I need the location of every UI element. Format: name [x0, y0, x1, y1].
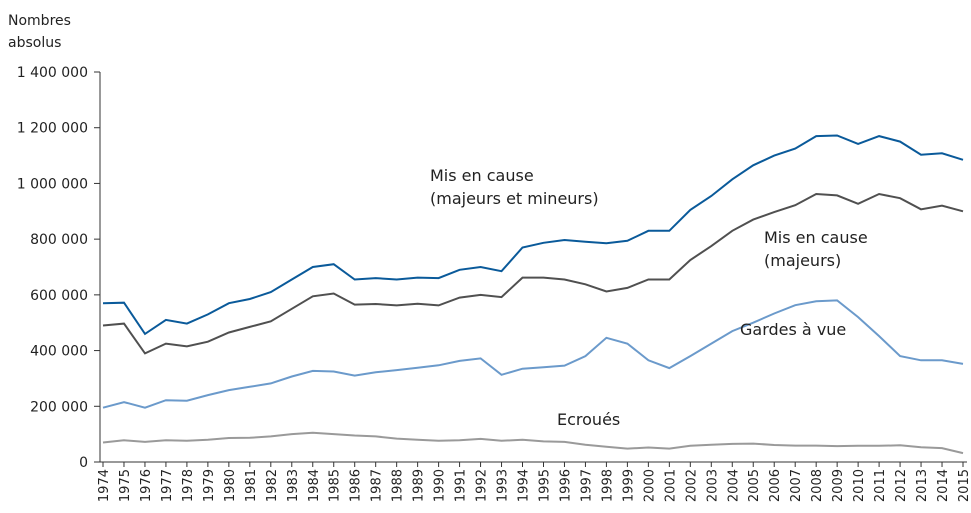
x-tick-label: 1983 — [286, 469, 301, 502]
y-tick-label: 0 — [79, 455, 88, 471]
x-tick-label: 2004 — [726, 469, 741, 502]
y-tick-label: 1 400 000 — [17, 65, 88, 81]
x-tick-label: 1975 — [118, 469, 133, 502]
series-label: Mis en cause — [430, 166, 534, 185]
x-tick-label: 2009 — [831, 469, 846, 502]
x-tick-label: 1998 — [600, 469, 615, 502]
x-tick-label: 1999 — [621, 469, 636, 502]
x-tick-label: 2005 — [747, 469, 762, 502]
x-tick-label: 2011 — [873, 469, 888, 502]
x-tick-label: 2012 — [894, 469, 909, 502]
x-tick-label: 2015 — [957, 469, 971, 502]
x-tick-label: 1989 — [412, 469, 427, 502]
x-tick-label: 1995 — [537, 469, 552, 502]
x-tick-label: 1974 — [97, 469, 112, 502]
x-tick-label: 2000 — [642, 469, 657, 502]
y-tick-label: 400 000 — [30, 344, 88, 360]
x-tick-label: 1980 — [223, 469, 238, 502]
x-tick-label: 1984 — [307, 469, 322, 502]
x-tick-label: 1992 — [475, 469, 490, 502]
x-tick-label: 1990 — [433, 469, 448, 502]
y-axis-title: Nombres — [8, 13, 71, 29]
x-tick-label: 1977 — [160, 469, 175, 502]
x-tick-label: 1997 — [579, 469, 594, 502]
x-tick-label: 2001 — [663, 469, 678, 502]
x-tick-label: 2010 — [852, 469, 867, 502]
series-line — [102, 134, 964, 336]
x-tick-label: 1981 — [244, 469, 259, 502]
x-tick-label: 2002 — [684, 469, 699, 502]
x-tick-label: 2003 — [705, 469, 720, 502]
x-tick-label: 1996 — [558, 469, 573, 502]
y-tick-label: 200 000 — [30, 399, 88, 415]
y-tick-label: 1 200 000 — [17, 121, 88, 137]
x-tick-label: 1982 — [265, 469, 280, 502]
x-tick-label: 2013 — [915, 469, 930, 502]
x-tick-label: 2006 — [768, 469, 783, 502]
series-line — [102, 431, 964, 455]
x-tick-label: 1979 — [202, 469, 217, 502]
y-axis-title: absolus — [8, 35, 61, 51]
x-tick-label: 1978 — [181, 469, 196, 502]
y-tick-label: 800 000 — [30, 232, 88, 248]
y-tick-label: 1 000 000 — [17, 176, 88, 192]
y-tick-label: 600 000 — [30, 288, 88, 304]
x-tick-label: 1988 — [391, 469, 406, 502]
series-line — [102, 299, 964, 409]
series-label: Mis en cause — [764, 228, 868, 247]
series-label: (majeurs) — [764, 251, 841, 270]
series-label: Gardes à vue — [740, 320, 846, 339]
x-tick-label: 1991 — [454, 469, 469, 502]
x-tick-label: 2007 — [789, 469, 804, 502]
x-tick-label: 2008 — [810, 469, 825, 502]
x-tick-label: 1994 — [517, 469, 532, 502]
series-label: Ecroués — [557, 410, 620, 429]
x-tick-label: 1976 — [139, 469, 154, 502]
x-tick-label: 1986 — [349, 469, 364, 502]
series-line — [102, 192, 964, 355]
x-tick-label: 1985 — [328, 469, 343, 502]
series-label: (majeurs et mineurs) — [430, 189, 599, 208]
x-tick-label: 1987 — [370, 469, 385, 502]
x-tick-label: 1993 — [496, 469, 511, 502]
x-tick-label: 2014 — [936, 469, 951, 502]
